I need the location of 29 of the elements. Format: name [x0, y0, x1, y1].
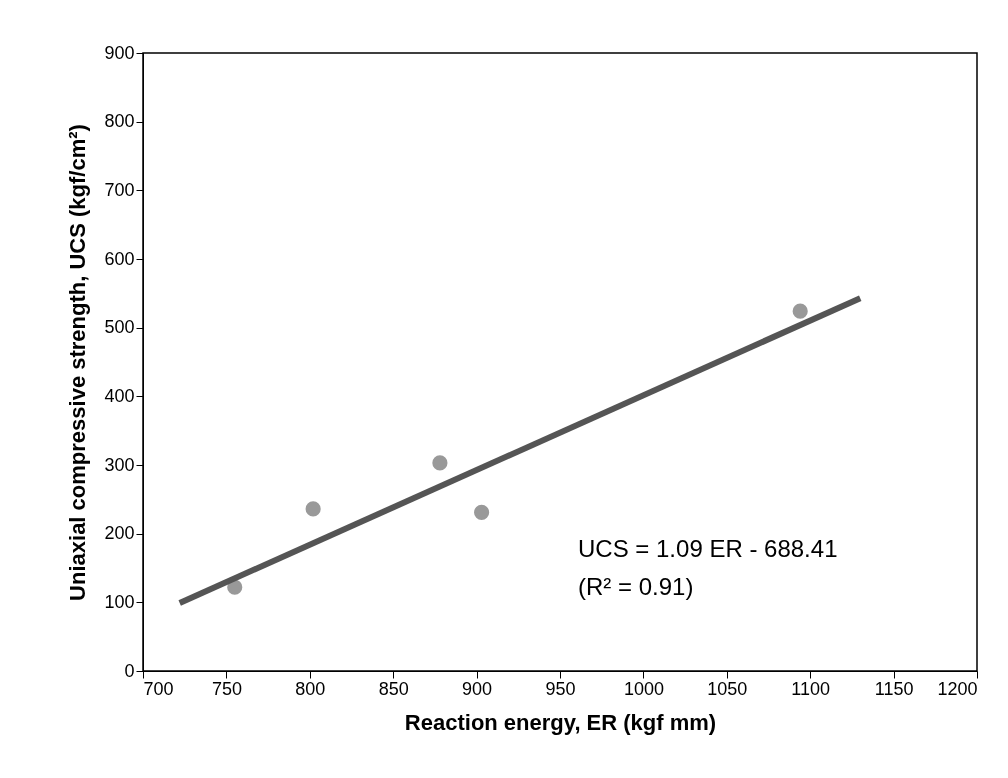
x-axis-title: Reaction energy, ER (kgf mm) — [404, 709, 717, 735]
x-tick-label: 1100 — [791, 678, 831, 699]
x-tick-label: 950 — [545, 678, 576, 699]
x-tick-label: 750 — [211, 678, 242, 699]
annotation: UCS = 1.09 ER - 688.41 — [578, 535, 838, 562]
y-tick-label: 400 — [104, 385, 135, 406]
y-axis-title: Uniaxial compressive strength, UCS (kgf/cm²) — [65, 124, 91, 601]
x-tick-label: 1150 — [874, 678, 914, 699]
y-tick-label: 800 — [104, 111, 135, 132]
annotation: (R² = 0.91) — [578, 573, 694, 600]
y-tick-label: 0 — [124, 660, 135, 681]
x-tick-label: 900 — [462, 678, 493, 699]
x-tick-label: 1200 — [937, 678, 978, 699]
x-tick-label: 850 — [378, 678, 409, 699]
x-tick-label: 1050 — [707, 678, 748, 699]
y-tick-label: 200 — [104, 523, 135, 544]
y-tick-label: 700 — [104, 179, 135, 200]
point — [432, 455, 448, 471]
point — [792, 303, 808, 319]
x-tick-label: 700 — [143, 678, 174, 699]
y-tick-label: 600 — [104, 248, 135, 269]
y-tick-label: 500 — [104, 317, 135, 338]
y-tick-label: 100 — [104, 591, 135, 612]
y-tick-label: 300 — [104, 454, 135, 475]
x-tick-label: 1000 — [623, 678, 664, 699]
x-tick-label: 800 — [295, 678, 326, 699]
point — [474, 504, 490, 520]
y-tick-label: 900 — [104, 42, 135, 63]
point — [305, 501, 321, 517]
